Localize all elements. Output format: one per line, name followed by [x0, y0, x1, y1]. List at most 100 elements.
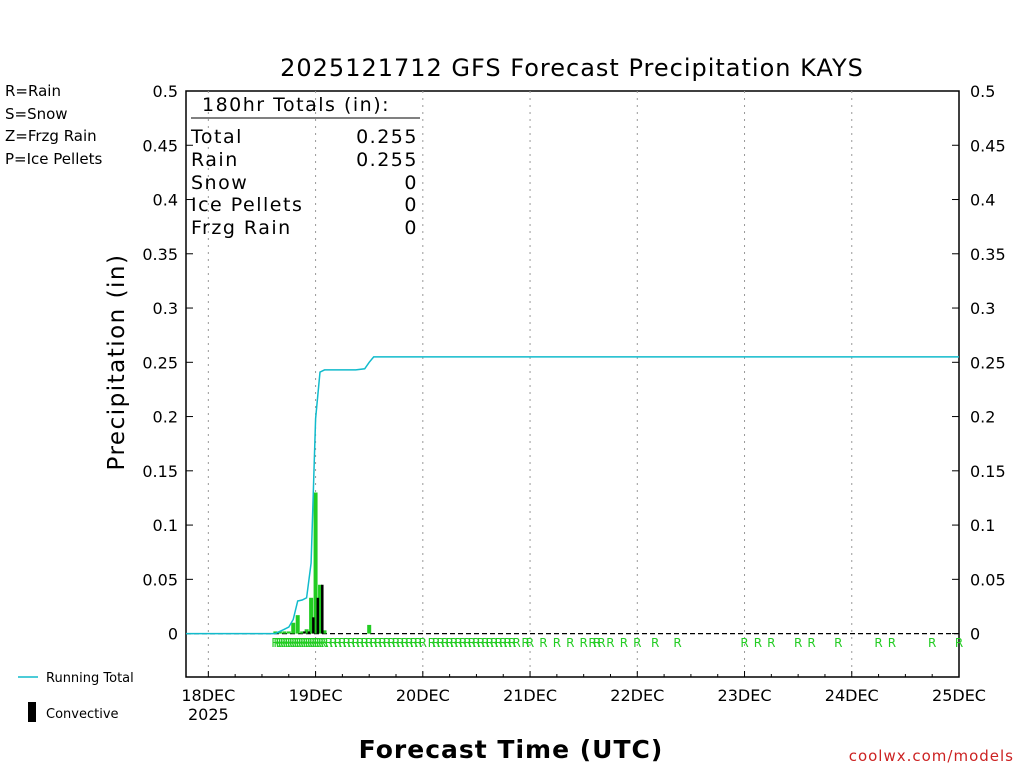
y-tick-label-left: 0.1 [153, 516, 178, 535]
y-tick-label-left: 0.45 [142, 136, 178, 155]
rain-type-marker: R [620, 636, 628, 650]
precip-type-markers: RRRRRRRRRRRRRRRRRRRRRRRRRRRRRRRRRRRRRRRR… [271, 636, 963, 650]
rain-type-marker: R [410, 636, 418, 650]
y-tick-label-right: 0.5 [970, 82, 995, 101]
rain-type-marker: R [369, 636, 377, 650]
rain-type-marker: R [463, 636, 471, 650]
bottom-legend: Running Total Convective [18, 671, 134, 722]
y-tick-label-right: 0.3 [970, 299, 995, 318]
rain-type-marker: R [579, 636, 587, 650]
rain-type-marker: R [334, 636, 342, 650]
rain-type-marker: R [278, 636, 286, 650]
rain-type-marker: R [490, 636, 498, 650]
rain-type-marker: R [309, 636, 317, 650]
running-total-legend-label: Running Total [46, 671, 134, 686]
rain-type-marker: R [508, 636, 516, 650]
legend-snow: S=Snow [5, 105, 68, 123]
rain-type-marker: R [316, 636, 324, 650]
y-tick-label-right: 0.45 [970, 136, 1006, 155]
rain-type-marker: R [311, 636, 319, 650]
rain-type-marker: R [633, 636, 641, 650]
totals-label-snow: Snow [191, 172, 248, 194]
precip-bars [273, 492, 372, 634]
rain-type-marker: R [566, 636, 574, 650]
rain-type-marker: R [432, 636, 440, 650]
y-tick-label-left: 0.2 [153, 408, 178, 427]
rain-type-marker: R [593, 636, 601, 650]
rain-type-marker: R [606, 636, 614, 650]
rain-type-marker: R [298, 636, 306, 650]
totals-value-total: 0.255 [356, 126, 418, 148]
x-tick-label: 25DEC [932, 686, 986, 705]
rain-type-marker: R [294, 636, 302, 650]
x-tick-label: 21DEC [503, 686, 557, 705]
watermark: coolwx.com/models [849, 747, 1014, 765]
totals-header: 180hr Totals (in): [202, 94, 390, 116]
convective-bar [312, 617, 315, 634]
rain-type-marker: R [754, 636, 762, 650]
y-tick-label-left: 0.15 [142, 462, 178, 481]
rain-type-marker: R [361, 636, 369, 650]
y-tick-label-left: 0.3 [153, 299, 178, 318]
rain-type-marker: R [296, 636, 304, 650]
rain-type-marker: R [472, 636, 480, 650]
rain-type-marker: R [282, 636, 290, 650]
totals-box: 180hr Totals (in): Total 0.255 Rain 0.25… [190, 94, 420, 239]
y-tick-label-left: 0.25 [142, 353, 178, 372]
rain-type-marker: R [273, 636, 281, 650]
rain-type-marker: R [445, 636, 453, 650]
rain-type-marker: R [396, 636, 404, 650]
rain-type-marker: R [300, 636, 308, 650]
x-tick-label: 22DEC [610, 686, 664, 705]
rain-bar [300, 631, 305, 634]
rain-type-marker: R [291, 636, 299, 650]
rain-type-marker: R [526, 636, 534, 650]
rain-type-marker: R [495, 636, 503, 650]
convective-bar [307, 631, 311, 634]
rain-type-marker: R [305, 636, 313, 650]
rain-type-marker: R [481, 636, 489, 650]
rain-type-marker: R [285, 636, 293, 650]
totals-value-ice-pellets: 0 [404, 194, 418, 216]
rain-type-marker: R [740, 636, 748, 650]
plot-frame [185, 90, 960, 678]
x-tick-label: 24DEC [825, 686, 879, 705]
totals-value-frzg-rain: 0 [404, 217, 418, 239]
rain-type-marker: R [414, 636, 422, 650]
x-tick-sublabel: 2025 [188, 705, 229, 724]
y-tick-label-left: 0.5 [153, 82, 178, 101]
x-axis-label: Forecast Time (UTC) [359, 735, 664, 764]
y-tick-label-left: 0.35 [142, 245, 178, 264]
rain-type-marker: R [365, 636, 373, 650]
rain-type-marker: R [428, 636, 436, 650]
x-tick-label: 20DEC [396, 686, 450, 705]
rain-type-marker: R [374, 636, 382, 650]
grid-lines [207, 91, 853, 677]
rain-type-marker: R [450, 636, 458, 650]
rain-type-marker: R [343, 636, 351, 650]
rain-type-marker: R [352, 636, 360, 650]
convective-legend-swatch [28, 702, 36, 722]
rain-type-marker: R [888, 636, 896, 650]
rain-bar [313, 492, 318, 634]
legend-ice-pellets: P=Ice Pellets [5, 150, 102, 168]
rain-bar [318, 584, 323, 634]
rain-type-marker: R [419, 636, 427, 650]
rain-type-marker: R [338, 636, 346, 650]
rain-type-marker: R [512, 636, 520, 650]
rain-type-marker: R [477, 636, 485, 650]
rain-type-marker: R [794, 636, 802, 650]
rain-type-marker: R [314, 636, 322, 650]
rain-type-marker: R [289, 636, 297, 650]
rain-type-marker: R [437, 636, 445, 650]
rain-type-marker: R [459, 636, 467, 650]
totals-label-rain: Rain [191, 149, 239, 171]
rain-type-marker: R [271, 636, 279, 650]
rain-type-marker: R [392, 636, 400, 650]
totals-value-snow: 0 [404, 172, 418, 194]
y-tick-label-right: 0.35 [970, 245, 1006, 264]
rain-type-marker: R [347, 636, 355, 650]
running-total-line [186, 356, 959, 635]
rain-type-marker: R [387, 636, 395, 650]
